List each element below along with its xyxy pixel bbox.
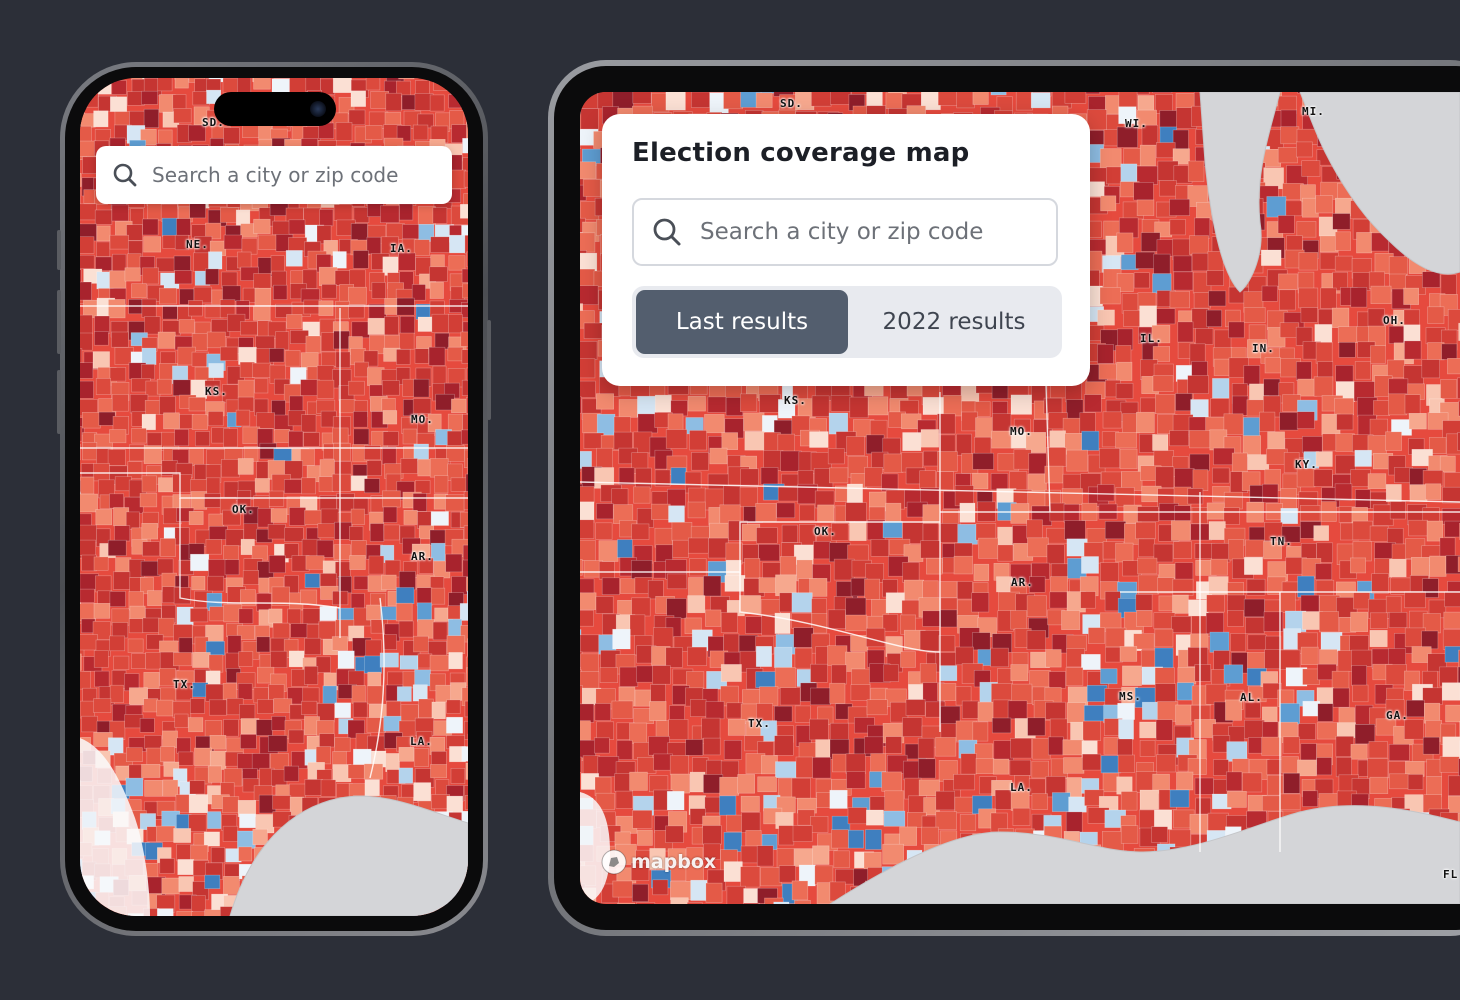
tablet-state-label: IN.: [1252, 342, 1275, 355]
phone-state-label: MO.: [411, 413, 434, 426]
2022-results-button[interactable]: 2022 results: [850, 290, 1058, 354]
tablet-state-label: AR.: [1011, 576, 1034, 589]
phone-search-input[interactable]: [150, 162, 434, 188]
tablet-state-label: MS.: [1119, 690, 1142, 703]
search-icon: [652, 217, 682, 247]
phone-state-label: TX.: [173, 678, 196, 691]
tablet-state-label: FL: [1443, 868, 1459, 881]
mapbox-logo-icon: [601, 849, 627, 875]
election-panel: Election coverage map Last results 2022 …: [602, 114, 1090, 386]
search-icon: [112, 162, 138, 188]
phone-side-button: [57, 370, 61, 434]
tablet-state-label: MI.: [1302, 105, 1325, 118]
tablet-state-label: IL.: [1140, 332, 1163, 345]
mapbox-attribution[interactable]: mapbox: [600, 848, 716, 876]
dynamic-island: [214, 92, 336, 126]
phone-state-label: NE.: [186, 238, 209, 251]
tablet-state-label: LA.: [1010, 781, 1033, 794]
tablet-state-label: WI.: [1125, 117, 1148, 130]
tablet-search-input[interactable]: [698, 218, 1022, 246]
phone-state-label: KS.: [205, 385, 228, 398]
phone-state-label: IA.: [390, 242, 413, 255]
tablet-state-label: OH.: [1383, 314, 1406, 327]
tablet-state-label: GA.: [1386, 709, 1409, 722]
phone-side-button: [57, 290, 61, 354]
camera-icon: [310, 101, 326, 117]
tablet-state-label: KY.: [1295, 458, 1318, 471]
phone-state-label: AR.: [411, 550, 434, 563]
tablet-county-choropleth[interactable]: [580, 92, 1460, 904]
phone-side-button: [57, 230, 61, 270]
phone-county-choropleth[interactable]: [80, 78, 468, 916]
tablet-state-label: TX.: [748, 717, 771, 730]
results-segmented-control: Last results 2022 results: [632, 286, 1062, 358]
phone-search-bar[interactable]: [96, 146, 452, 204]
mapbox-wordmark: mapbox: [631, 851, 717, 873]
tablet-state-label: MO.: [1010, 425, 1033, 438]
tablet-state-label: SD.: [780, 97, 803, 110]
panel-title: Election coverage map: [632, 138, 970, 168]
phone-power-button: [487, 320, 491, 420]
phone-state-label: OK.: [232, 503, 255, 516]
phone-map[interactable]: [80, 78, 468, 916]
tablet-state-label: TN.: [1270, 535, 1293, 548]
last-results-button[interactable]: Last results: [636, 290, 848, 354]
tablet-state-label: AL.: [1240, 691, 1263, 704]
tablet-state-label: OK.: [814, 525, 837, 538]
tablet-search-bar[interactable]: [632, 198, 1058, 266]
phone-state-label: LA.: [410, 735, 433, 748]
tablet-state-label: KS.: [784, 394, 807, 407]
